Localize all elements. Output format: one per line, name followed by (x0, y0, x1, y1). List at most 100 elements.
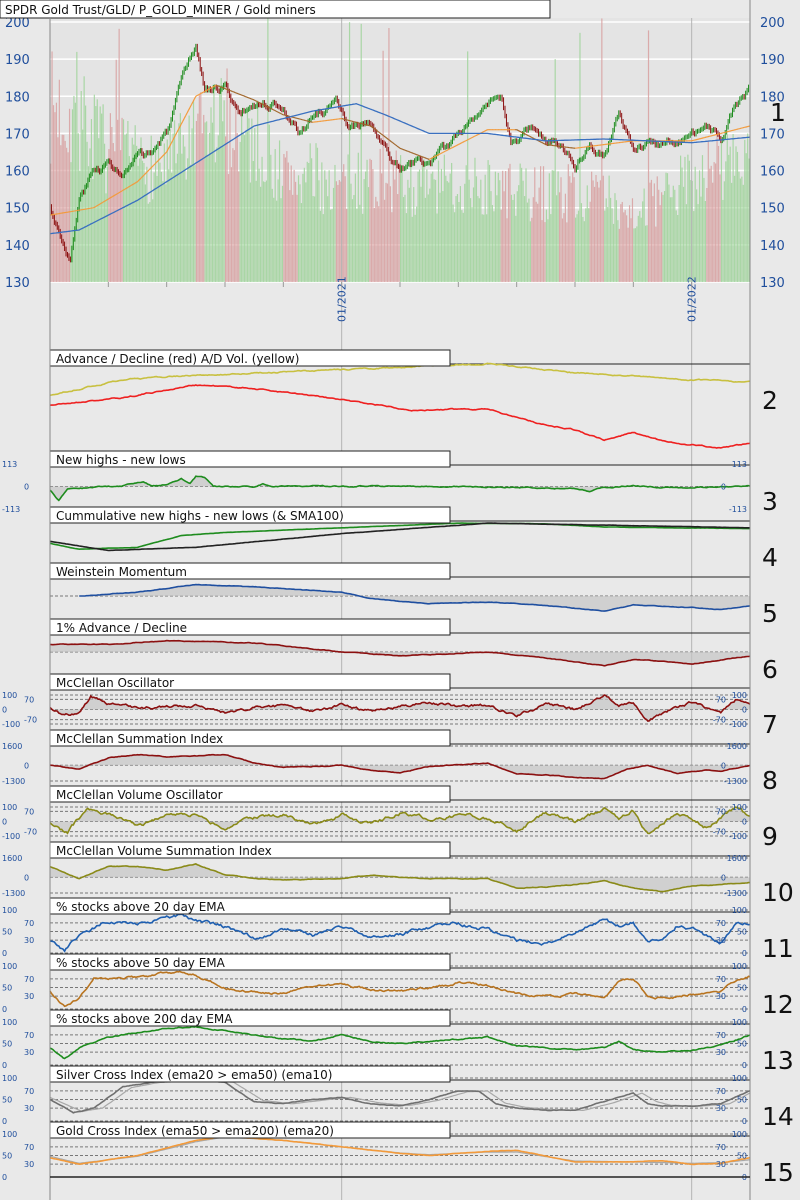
volume-bar (624, 210, 626, 282)
volume-bar (382, 50, 384, 282)
axis-label-right: 0 (742, 949, 747, 958)
price-axis-label-left: 190 (5, 53, 30, 68)
sma-short-segment (122, 188, 125, 191)
sma-short-segment (542, 142, 545, 145)
volume-bar (540, 166, 542, 282)
axis-label-right: 50 (737, 1040, 747, 1049)
volume-bar (246, 109, 249, 282)
panel-number: 12 (762, 990, 794, 1019)
sma-short-segment (223, 87, 226, 90)
panel-number: 4 (762, 543, 778, 572)
volume-bar (114, 151, 116, 282)
volume-bar (303, 167, 305, 282)
volume-bar (548, 173, 550, 282)
volume-bar (493, 211, 495, 282)
price-axis-label-left: 140 (5, 239, 30, 254)
volume-bar (652, 196, 654, 282)
axis-label-left: 100 (2, 691, 17, 700)
sma-short-segment (166, 148, 169, 153)
volume-bar (360, 23, 362, 282)
sma-short-segment (481, 131, 484, 134)
sma-short-segment (240, 94, 243, 96)
volume-bar (102, 104, 104, 283)
sma-short-segment (447, 148, 450, 151)
axis-label-left: 30 (24, 1048, 34, 1057)
volume-bar (87, 166, 90, 282)
volume-bar (297, 175, 300, 282)
volume-bar (418, 169, 421, 282)
volume-bar (181, 153, 183, 282)
volume-bar (488, 164, 491, 282)
volume-bar (696, 189, 698, 282)
volume-bar (334, 164, 336, 282)
sma-short-segment (272, 109, 275, 111)
sma-short-segment (124, 188, 127, 191)
volume-bar (513, 194, 515, 282)
axis-label-right: 1600 (727, 742, 747, 751)
title-box (0, 0, 551, 19)
sma-short-segment (519, 130, 522, 133)
volume-bar (243, 135, 246, 282)
volume-bar (685, 204, 688, 282)
volume-bar (103, 143, 106, 282)
sma-short-segment (237, 93, 240, 95)
volume-bar (92, 179, 94, 282)
sma-short-segment (271, 108, 274, 111)
sma-short-segment (450, 146, 453, 149)
axis-label-right: 70 (716, 695, 726, 704)
volume-bar (163, 143, 165, 282)
volume-bar (620, 204, 622, 282)
volume-bar (283, 153, 285, 282)
volume-bar (138, 158, 141, 282)
volume-bar (426, 169, 428, 282)
axis-label-right: 1600 (727, 854, 747, 863)
panel-title: McClellan Volume Oscillator (56, 788, 223, 802)
axis-label-right: -70 (713, 716, 726, 725)
indicator-panel-15: 10010070705050303000Gold Cross Index (em… (2, 1121, 794, 1187)
axis-label-left: 0 (2, 1173, 7, 1182)
volume-bar (105, 193, 107, 282)
volume-bar (169, 129, 171, 282)
volume-bar (67, 152, 69, 282)
sma-short-segment (185, 112, 188, 117)
volume-bar (340, 181, 342, 282)
volume-bar (704, 201, 706, 282)
volume-bar (211, 122, 214, 282)
sma-short-segment (281, 113, 284, 116)
volume-bar (442, 191, 444, 282)
volume-bar (462, 212, 464, 282)
volume-bar (225, 136, 227, 282)
sma-short-segment (268, 106, 271, 109)
volume-bar (722, 199, 724, 282)
sma-short-segment (176, 129, 179, 133)
volume-bar (630, 218, 632, 282)
price-axis-label-left: 200 (5, 16, 30, 31)
volume-bar (560, 177, 562, 282)
volume-bar (669, 197, 671, 282)
panel-number: 9 (762, 822, 778, 851)
volume-bar (710, 165, 712, 282)
indicator-panel-5: Weinstein Momentum 5 (49, 562, 778, 628)
price-axis-label-right: 130 (760, 276, 785, 291)
volume-bar (347, 154, 349, 282)
volume-bar (227, 174, 230, 282)
volume-bar (308, 162, 310, 282)
volume-bar (678, 185, 680, 282)
axis-label-left: -113 (2, 505, 20, 514)
volume-bar (401, 170, 403, 282)
volume-bar (117, 119, 119, 282)
axis-label-right: 30 (716, 1048, 726, 1057)
sma-short-segment (431, 156, 434, 159)
sma-short-segment (453, 145, 456, 148)
axis-label-right: 100 (732, 906, 747, 915)
volume-bar (723, 181, 725, 282)
price-axis-label-right: 150 (760, 202, 785, 217)
volume-bar (278, 140, 281, 282)
volume-bar (588, 208, 590, 282)
volume-bar (545, 209, 548, 282)
sma-short-segment (186, 109, 190, 114)
volume-bar (143, 162, 145, 282)
sma-short-segment (207, 88, 210, 91)
